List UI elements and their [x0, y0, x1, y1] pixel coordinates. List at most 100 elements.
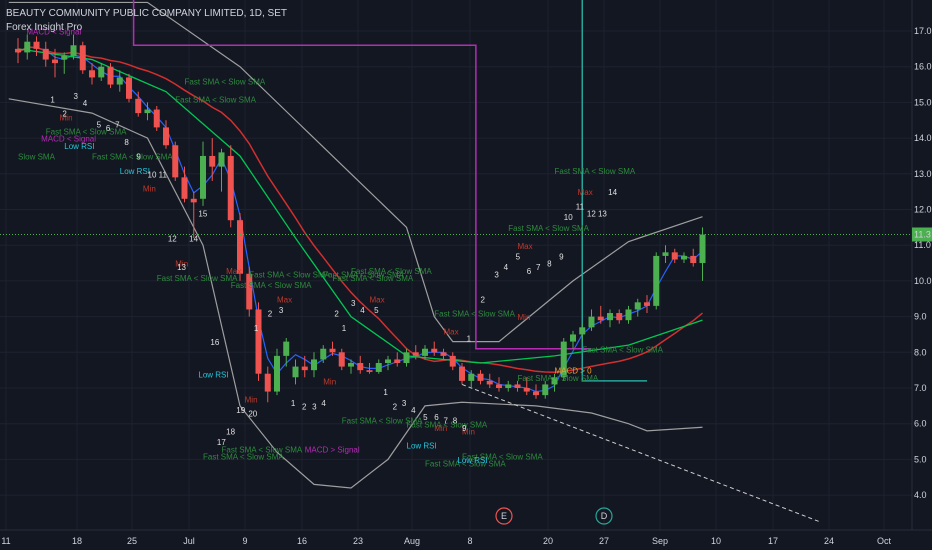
time-axis-bg	[0, 530, 932, 550]
candle-body	[227, 155, 234, 221]
chart-title: BEAUTY COMMUNITY PUBLIC COMPANY LIMITED,…	[6, 8, 287, 19]
signal-label: 1	[383, 388, 388, 397]
signal-label: 8	[453, 417, 458, 426]
price-tick-label: 7.0	[914, 383, 927, 393]
candle-body	[329, 348, 336, 353]
candle-body	[468, 373, 475, 381]
signal-label: 5	[423, 413, 428, 422]
candle-body	[357, 363, 364, 371]
signal-label: Max	[370, 295, 385, 304]
signal-label: 3	[402, 399, 407, 408]
signal-label: Min	[434, 424, 447, 433]
signal-label: 2	[268, 310, 273, 319]
candle-body	[514, 384, 521, 388]
signal-label: Min	[175, 260, 188, 269]
candle-body	[366, 370, 373, 372]
time-tick-label: 20	[543, 536, 553, 546]
price-axis[interactable]: 17.0 16.0 15.0 14.0 13.0 12.0 11.0 10.0 9.0 8.0 7.…	[911, 0, 932, 550]
signal-label: 3	[494, 270, 499, 279]
time-tick-label: 17	[768, 536, 778, 546]
candle-body	[79, 45, 86, 71]
signal-label: 2	[334, 310, 339, 319]
candle-body	[486, 380, 493, 385]
time-tick-label: 23	[353, 536, 363, 546]
candle-body	[579, 327, 586, 335]
signal-label: Max	[444, 327, 459, 336]
candle-body	[144, 109, 151, 114]
signal-label: Fast SMA < Slow SMA	[249, 270, 330, 279]
candle-body	[496, 384, 502, 388]
signal-label: Fast SMA < Slow SMA	[333, 274, 414, 283]
candle-body	[607, 313, 613, 321]
signal-label: Fast SMA < Slow SMA	[508, 224, 589, 233]
signal-label: Fast SMA < Slow SMA	[434, 310, 515, 319]
price-axis-bg	[912, 0, 932, 550]
signal-label: 4	[321, 399, 326, 408]
candle-body	[412, 352, 419, 356]
signal-label: 1	[467, 335, 472, 344]
signal-label: 19	[236, 406, 245, 415]
signal-label: Min	[60, 113, 73, 122]
long-sma-line	[17, 48, 703, 364]
signal-label: 5	[516, 252, 521, 261]
candle-body	[264, 373, 271, 392]
candle-body	[699, 234, 706, 264]
price-tick-label: 13.0	[914, 169, 932, 179]
last-price-marker: 11.3	[0, 227, 932, 242]
candle-body	[274, 355, 280, 392]
candle-body	[560, 341, 567, 378]
signal-label: Low RSI	[407, 442, 437, 451]
time-tick-label: Oct	[877, 536, 892, 546]
trend-line	[461, 383, 821, 523]
candle-body	[431, 348, 438, 353]
signal-label: Fast SMA < Slow SMA	[351, 267, 432, 276]
last-price-tag	[912, 227, 932, 242]
indicator-name: Forex Insight Pro	[6, 22, 83, 33]
signal-label: 6	[434, 413, 439, 422]
signal-label: 2	[393, 402, 398, 411]
candle-body	[505, 384, 512, 388]
time-axis[interactable]: 11 18 25 Jul 9 16 23 Aug 8 20 27 Sep 10 17 24 Oct	[0, 529, 932, 550]
candle-body	[477, 373, 484, 381]
signal-label: 15	[198, 210, 207, 219]
candle-body	[237, 220, 243, 274]
signal-label: 3	[74, 92, 79, 101]
macd-signal-step	[132, 0, 592, 350]
candle-body	[422, 348, 428, 356]
time-tick-label: 10	[711, 536, 721, 546]
signal-label: Fast SMA < Slow SMA	[425, 460, 506, 469]
candle-body	[311, 359, 317, 371]
candle-body	[153, 109, 160, 128]
price-tick-label: 17.0	[914, 26, 932, 36]
time-tick-label: 11	[1, 536, 10, 546]
price-tick-label: 12.0	[914, 205, 932, 215]
candle-body	[301, 366, 308, 371]
price-tick-label: 5.0	[914, 454, 927, 464]
candle-body	[209, 155, 216, 167]
signal-label: 1	[254, 324, 259, 333]
signal-label: 2	[481, 295, 486, 304]
signal-label: 12	[587, 210, 596, 219]
candle-body	[662, 252, 669, 256]
signal-label: 12	[168, 235, 177, 244]
candle-body	[283, 341, 290, 356]
candle-body	[671, 252, 678, 260]
price-tick-label: 15.0	[914, 97, 932, 107]
signal-label: Fast SMA < Slow SMA	[46, 128, 127, 137]
signal-label: 18	[226, 427, 235, 436]
signal-label: 17	[217, 438, 226, 447]
signal-label: Low RSI	[457, 456, 487, 465]
signal-label: Fast SMA < Slow SMA	[92, 153, 173, 162]
signal-label: 1	[342, 324, 347, 333]
candle-body	[542, 384, 549, 396]
candle-body	[625, 309, 632, 321]
price-tick-label: 4.0	[914, 490, 927, 500]
signal-label: Max	[578, 188, 593, 197]
time-tick-label: 16	[297, 536, 307, 546]
signal-label: 5	[97, 120, 102, 129]
time-tick-label: Aug	[404, 536, 420, 546]
signal-label: 5	[374, 306, 379, 315]
signal-label: Min	[143, 185, 156, 194]
signal-label: 1	[291, 399, 296, 408]
